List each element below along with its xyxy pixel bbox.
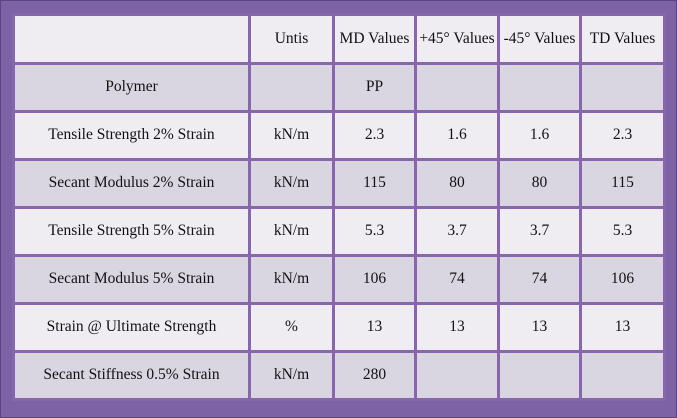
- minus45-cell: 80: [497, 158, 582, 209]
- minus45-cell: [497, 62, 582, 113]
- md-cell: 280: [332, 350, 417, 401]
- header-corner-cell: [12, 13, 251, 65]
- minus45-cell: 13: [497, 302, 582, 353]
- plus45-cell: 13: [414, 302, 500, 353]
- td-cell: 5.3: [579, 206, 666, 257]
- table-row: Tensile Strength 5% Strain kN/m 5.3 3.7 …: [12, 206, 666, 257]
- unit-cell: kN/m: [248, 350, 335, 401]
- header-plus45-values: +45° Values: [414, 13, 500, 65]
- properties-table: Untis MD Values +45° Values -45° Values …: [12, 13, 666, 401]
- td-cell: 13: [579, 302, 666, 353]
- unit-cell: %: [248, 302, 335, 353]
- property-cell: Polymer: [12, 62, 251, 113]
- plus45-cell: [414, 350, 500, 401]
- td-cell: [579, 350, 666, 401]
- property-cell: Secant Modulus 5% Strain: [12, 254, 251, 305]
- unit-cell: kN/m: [248, 110, 335, 161]
- plus45-cell: 1.6: [414, 110, 500, 161]
- property-cell: Secant Modulus 2% Strain: [12, 158, 251, 209]
- td-cell: [579, 62, 666, 113]
- header-row: Untis MD Values +45° Values -45° Values …: [12, 13, 666, 65]
- plus45-cell: [414, 62, 500, 113]
- unit-cell: kN/m: [248, 254, 335, 305]
- md-cell: 106: [332, 254, 417, 305]
- header-td-values: TD Values: [579, 13, 666, 65]
- minus45-cell: 1.6: [497, 110, 582, 161]
- minus45-cell: 3.7: [497, 206, 582, 257]
- table-row: Strain @ Ultimate Strength % 13 13 13 13: [12, 302, 666, 353]
- property-cell: Tensile Strength 5% Strain: [12, 206, 251, 257]
- property-cell: Secant Stiffness 0.5% Strain: [12, 350, 251, 401]
- md-cell: 115: [332, 158, 417, 209]
- table-row: Polymer PP: [12, 62, 666, 113]
- md-cell: PP: [332, 62, 417, 113]
- md-cell: 5.3: [332, 206, 417, 257]
- property-cell: Strain @ Ultimate Strength: [12, 302, 251, 353]
- table-row: Secant Modulus 2% Strain kN/m 115 80 80 …: [12, 158, 666, 209]
- table-row: Secant Modulus 5% Strain kN/m 106 74 74 …: [12, 254, 666, 305]
- plus45-cell: 3.7: [414, 206, 500, 257]
- minus45-cell: [497, 350, 582, 401]
- table-row: Secant Stiffness 0.5% Strain kN/m 280: [12, 350, 666, 401]
- header-md-values: MD Values: [332, 13, 417, 65]
- property-cell: Tensile Strength 2% Strain: [12, 110, 251, 161]
- table-row: Tensile Strength 2% Strain kN/m 2.3 1.6 …: [12, 110, 666, 161]
- header-units: Untis: [248, 13, 335, 65]
- td-cell: 2.3: [579, 110, 666, 161]
- md-cell: 2.3: [332, 110, 417, 161]
- unit-cell: kN/m: [248, 158, 335, 209]
- header-minus45-values: -45° Values: [497, 13, 582, 65]
- unit-cell: [248, 62, 335, 113]
- plus45-cell: 80: [414, 158, 500, 209]
- td-cell: 115: [579, 158, 666, 209]
- td-cell: 106: [579, 254, 666, 305]
- plus45-cell: 74: [414, 254, 500, 305]
- md-cell: 13: [332, 302, 417, 353]
- minus45-cell: 74: [497, 254, 582, 305]
- unit-cell: kN/m: [248, 206, 335, 257]
